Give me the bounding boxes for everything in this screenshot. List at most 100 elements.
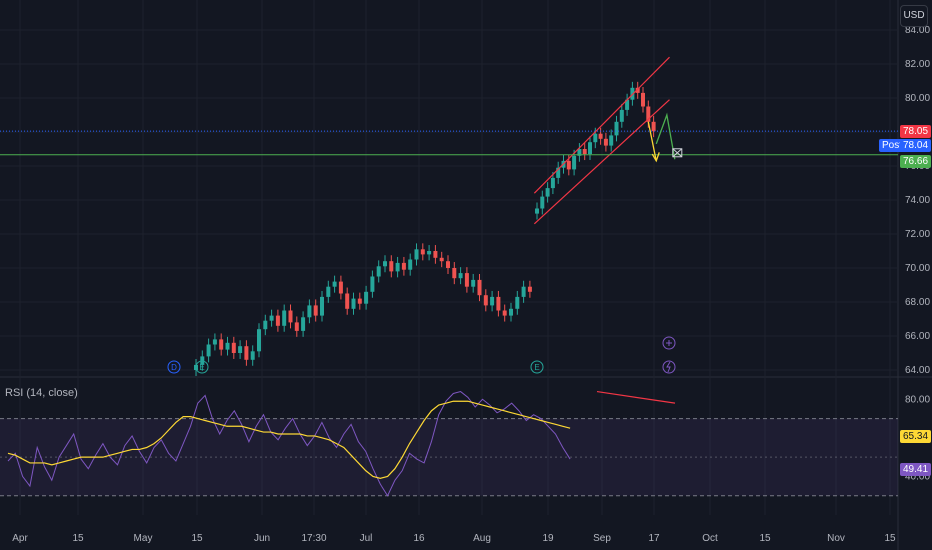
candle-body [483, 295, 488, 306]
time-tick-label: Jul [360, 533, 373, 544]
candle-body [401, 262, 406, 270]
forecast-target-box [672, 148, 683, 158]
candle-body [521, 286, 526, 297]
price-tick-label: 64.00 [905, 365, 930, 376]
candle-body [307, 305, 312, 318]
candle-body [496, 296, 501, 311]
candle-body [471, 279, 476, 287]
candle-body [225, 342, 230, 350]
candle-body [635, 87, 640, 93]
forecast-down-arrowhead [651, 152, 660, 163]
time-tick-label: May [134, 533, 153, 544]
event-marker-dividend [167, 360, 181, 374]
candle-body [641, 92, 645, 107]
candle-body [625, 99, 630, 110]
candle-body [250, 351, 255, 360]
candle-body [577, 149, 582, 156]
price-tick-label: 70.00 [905, 263, 930, 274]
rsi-ma-badge: 65.34 [900, 430, 932, 443]
candle-body [301, 317, 306, 331]
candle-body [345, 293, 350, 309]
split-event-icon [662, 336, 676, 350]
time-tick-label: Apr [12, 533, 28, 544]
candle-body [614, 121, 619, 136]
candle-body [490, 296, 495, 306]
time-tick-label: 15 [884, 533, 896, 544]
candle-body [433, 251, 438, 258]
candle-body [282, 310, 287, 326]
price-tick-label: 66.00 [905, 331, 930, 342]
horizontal-line-price-badge: 76.66 [900, 155, 932, 168]
price-axis[interactable]: 84.0082.0080.0078.0076.0074.0072.0070.00… [905, 25, 930, 376]
candle-body [408, 259, 413, 270]
candle-body [458, 273, 463, 279]
candle-body [244, 346, 249, 360]
candle-body [556, 167, 561, 178]
price-tick-label: 82.00 [905, 59, 930, 70]
candle-body [588, 142, 592, 155]
time-tick-label: 15 [759, 533, 771, 544]
rsi-line [7, 391, 571, 497]
candle-body [376, 266, 381, 277]
event-marker-letter: E [199, 363, 204, 372]
candle-body [582, 149, 587, 155]
candle-body [550, 177, 555, 189]
rsi-tick-label: 40.00 [905, 471, 930, 482]
candle-body [212, 339, 217, 345]
candle-body [414, 249, 419, 260]
candle-body [288, 310, 293, 323]
candle-body [269, 315, 274, 321]
time-tick-label: 15 [72, 533, 84, 544]
candle-body [294, 322, 299, 331]
candle-body [427, 251, 432, 255]
rsi-ma-line [7, 400, 571, 479]
rsi-band [0, 418, 898, 496]
rsi-value-badge: 49.41 [900, 463, 932, 476]
candle-body [609, 135, 614, 146]
price-pane[interactable] [0, 56, 898, 376]
candle-body [332, 281, 337, 287]
post-market-label: Post [879, 139, 906, 152]
forecast-path-arrow [655, 112, 676, 160]
candle-body [566, 160, 571, 170]
candle-body [598, 133, 603, 139]
candle-body [263, 320, 268, 330]
candle-body [383, 261, 387, 267]
rsi-indicator-label[interactable]: RSI (14, close) [5, 387, 78, 399]
candle-body [464, 273, 469, 287]
forecast-down-arrow [647, 121, 657, 162]
last-price-badge: 78.05 [900, 125, 932, 138]
candle-body [439, 257, 444, 262]
plus-icon [666, 340, 672, 346]
candle-body [257, 329, 261, 352]
candle-body [540, 196, 545, 209]
time-axis[interactable]: Apr 15 May 15 Jun 17:30 Jul 16 Aug 19 Sep 17 Oct 15 No… [12, 533, 896, 544]
candle-body [238, 346, 243, 353]
candle-body [619, 109, 624, 122]
time-tick-label: 17 [648, 533, 660, 544]
event-marker-earnings [195, 360, 209, 374]
candle-body [452, 268, 457, 279]
channel-upper-line [533, 56, 670, 194]
channel-lower-line [533, 99, 670, 225]
candle-body [420, 249, 425, 255]
price-tick-label: 68.00 [905, 297, 930, 308]
candle-body [338, 281, 343, 294]
time-tick-label: Sep [593, 533, 611, 544]
candle-body [509, 308, 513, 316]
candle-body [219, 339, 224, 350]
time-tick-label: 17:30 [301, 533, 326, 544]
time-tick-label: Aug [473, 533, 491, 544]
candle-body [603, 138, 608, 146]
candle-body [206, 344, 211, 357]
rsi-pane[interactable] [0, 390, 898, 497]
price-tick-label: 74.00 [905, 195, 930, 206]
price-tick-label: 84.00 [905, 25, 930, 36]
candle-body [370, 276, 375, 292]
time-tick-label: Nov [827, 533, 845, 544]
currency-button[interactable]: USD [900, 5, 928, 27]
price-tick-label: 72.00 [905, 229, 930, 240]
